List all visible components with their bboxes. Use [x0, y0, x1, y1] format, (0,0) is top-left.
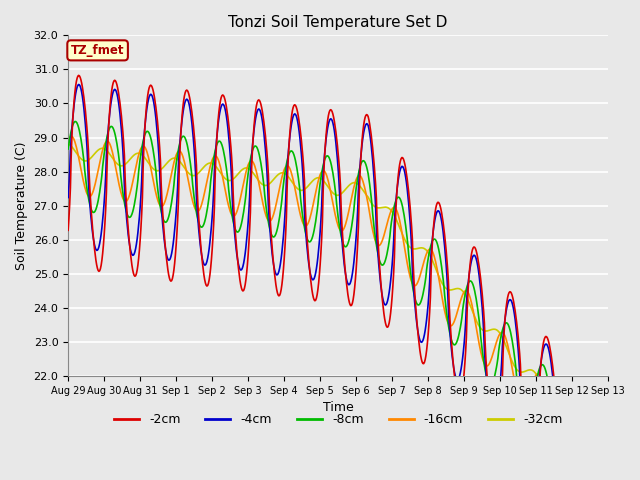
Text: TZ_fmet: TZ_fmet [71, 44, 124, 57]
Y-axis label: Soil Temperature (C): Soil Temperature (C) [15, 142, 28, 270]
Title: Tonzi Soil Temperature Set D: Tonzi Soil Temperature Set D [228, 15, 448, 30]
Legend: -2cm, -4cm, -8cm, -16cm, -32cm: -2cm, -4cm, -8cm, -16cm, -32cm [109, 408, 567, 431]
X-axis label: Time: Time [323, 401, 353, 414]
